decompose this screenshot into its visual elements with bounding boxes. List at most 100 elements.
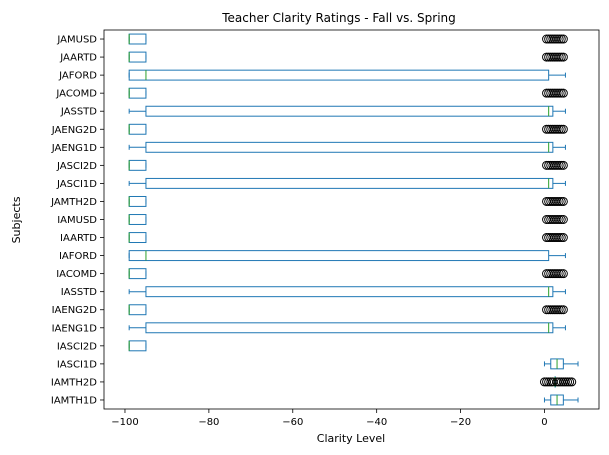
outlier-point (558, 124, 568, 134)
outlier-point (558, 215, 568, 224)
y-tick-label: IAENG2D (52, 305, 98, 316)
outlier-point (556, 124, 566, 134)
y-axis: IAMTH1D IAMTH2D IASCI1D IASCI2D IAENG1D IAENG… (50, 35, 104, 406)
y-tick-label: IASSTD (61, 287, 98, 298)
outlier-point (552, 88, 562, 98)
y-tick-label: IACOMD (56, 269, 97, 280)
outlier-point (556, 215, 566, 224)
x-tick-label: −40 (366, 417, 387, 428)
outlier-point (558, 196, 568, 206)
y-tick-label: IAARTD (60, 233, 97, 244)
y-tick-label: JAENG2D (51, 125, 98, 136)
outlier-point (567, 377, 577, 387)
iqr-box (128, 304, 147, 316)
outlier-point (556, 305, 566, 315)
box-jamth2d (128, 195, 568, 207)
iqr-box (128, 87, 147, 99)
outlier-point (554, 233, 564, 243)
y-tick-label: IASCI2D (57, 341, 97, 352)
iqr-box (128, 250, 550, 262)
outlier-point (552, 269, 562, 279)
box-jamusd (128, 33, 568, 45)
outlier-point (554, 196, 564, 206)
iqr-box (128, 159, 147, 171)
y-tick-label: JAMUSD (56, 35, 97, 46)
iqr-box (145, 286, 554, 298)
iqr-box (145, 177, 554, 189)
outlier-point (558, 34, 568, 44)
box-iamth2d (539, 376, 577, 388)
y-tick-label: JASCI1D (56, 179, 97, 190)
box-jaford (128, 69, 566, 81)
y-tick-label: JASCI2D (56, 161, 97, 172)
outlier-point (552, 160, 562, 170)
outlier-point (552, 305, 562, 315)
box-iaford (128, 250, 566, 262)
outlier-point (554, 124, 564, 134)
outlier-point (556, 160, 566, 170)
box-iasstd (128, 286, 566, 298)
outlier-point (556, 34, 566, 44)
outlier-point (558, 305, 568, 315)
y-tick-label: IAENG1D (52, 323, 98, 334)
box-iasci1d (543, 358, 579, 370)
y-tick-label: IASCI1D (57, 359, 97, 370)
outlier-point (554, 34, 564, 44)
plot-area (103, 29, 600, 410)
x-tick-label: −60 (282, 417, 303, 428)
y-tick-label: IAMTH2D (51, 377, 97, 388)
outlier-point (565, 377, 575, 387)
y-tick-label: JAMTH2D (50, 197, 97, 208)
iqr-box (128, 268, 147, 280)
outlier-point (556, 269, 566, 279)
outlier-point (560, 377, 570, 387)
outlier-point (552, 34, 562, 44)
iqr-box (145, 322, 554, 334)
outlier-point (552, 52, 562, 62)
iqr-box (128, 51, 147, 63)
x-tick-label: −20 (450, 417, 471, 428)
y-tick-label: JAFORD (58, 71, 97, 82)
box-iaeng1d (128, 322, 566, 334)
box-iaartd (128, 232, 568, 244)
box-iacomd (128, 268, 568, 280)
outlier-point (554, 160, 564, 170)
outlier-point (554, 215, 564, 224)
outlier-point (542, 377, 552, 387)
outlier-point (558, 52, 568, 62)
outlier-point (558, 88, 568, 98)
y-axis-label: Subjects (10, 196, 23, 243)
x-tick-label: −80 (198, 417, 219, 428)
outlier-point (556, 88, 566, 98)
outlier-point (552, 233, 562, 243)
outlier-point (554, 305, 564, 315)
chart-title: Teacher Clarity Ratings - Fall vs. Sprin… (221, 11, 456, 25)
iqr-box (128, 123, 147, 135)
box-jasstd (128, 105, 566, 117)
y-tick-label: JACOMD (55, 89, 97, 100)
outlier-point (556, 52, 566, 62)
outlier-point (558, 269, 568, 279)
outlier-point (558, 160, 568, 170)
outlier-point (554, 88, 564, 98)
box-series (128, 33, 579, 406)
box-iasci2d (128, 340, 147, 352)
outlier-point (554, 52, 564, 62)
y-tick-label: JASSTD (60, 107, 97, 118)
box-jasci2d (128, 159, 568, 171)
box-jaartd (128, 51, 568, 63)
outlier-point (552, 215, 562, 224)
iqr-box (128, 195, 147, 207)
y-tick-label: IAMUSD (57, 215, 97, 226)
iqr-box (128, 340, 147, 352)
x-tick-label: −100 (111, 417, 138, 428)
outlier-point (552, 196, 562, 206)
iqr-box (145, 141, 554, 153)
box-jacomd (128, 87, 568, 99)
outlier-point (563, 377, 573, 387)
box-jaeng1d (128, 141, 566, 153)
box-iamusd (128, 214, 568, 225)
iqr-box (145, 105, 554, 117)
x-axis: −100 −80 −60 −40 −20 0 (111, 409, 548, 428)
